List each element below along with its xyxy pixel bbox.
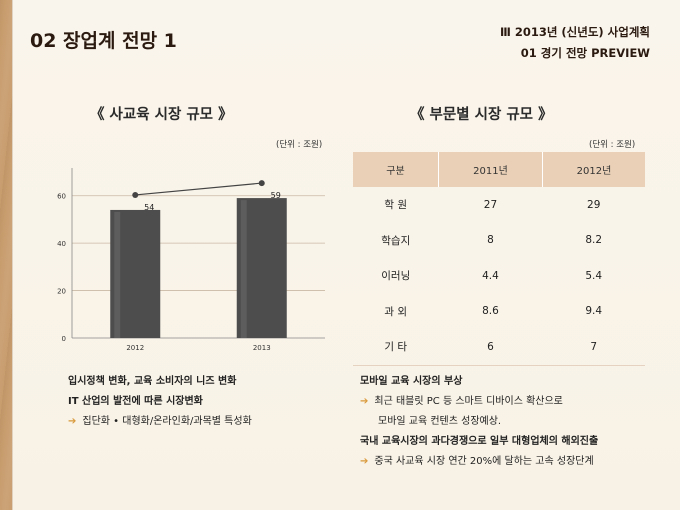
table-header-cell: 2011년: [438, 152, 543, 187]
table-cell: 과 외: [384, 305, 408, 318]
bar: [110, 209, 161, 338]
table-cell: 8.6: [482, 305, 499, 318]
table-cell: 학 원: [384, 199, 408, 212]
table-cell: 6: [438, 329, 543, 366]
bar-highlight: [114, 211, 121, 338]
note-arrow-line: ➔ 집단화 • 대형화/온라인화/과목별 특성화: [68, 412, 252, 432]
note-line: 입시정책 변화, 교육 소비자의 니즈 변화: [68, 376, 237, 387]
note-arrow-line: ➔ 최근 태블릿 PC 등 스마트 디바이스 확산으로: [360, 392, 598, 412]
table-cell: 9.4: [585, 305, 603, 318]
note-line: 모바일 교육 컨텐츠 성장예상.: [378, 416, 502, 427]
data-label: 54: [144, 203, 154, 212]
table-cell: 8: [487, 234, 494, 247]
left-notes: 입시정책 변화, 교육 소비자의 니즈 변화 IT 산업의 발전에 따른 시장변…: [68, 372, 252, 432]
data-label: 59: [271, 191, 281, 200]
table-header-cell: 2012년: [542, 152, 645, 187]
arrow-icon: ➔: [360, 456, 369, 467]
table-cell: 5.4: [585, 269, 603, 282]
note-line: IT 산업의 발전에 따른 시장변화: [68, 396, 203, 407]
section-heading: Ⅲ 2013년 (신년도) 사업계획: [499, 25, 650, 39]
table-header-cell: 구분: [353, 152, 440, 187]
table-row: 기 타 6 7: [353, 329, 645, 366]
right-unit-label: (단위 : 조원): [589, 140, 636, 150]
trend-line: [135, 182, 262, 196]
x-tick-label: 2012: [126, 344, 144, 352]
left-unit-label: (단위 : 조원): [276, 140, 323, 150]
right-notes: 모바일 교육 시장의 부상 ➔ 최근 태블릿 PC 등 스마트 디바이스 확산으로…: [360, 372, 598, 472]
table-row: 과 외 8.6 9.4: [353, 294, 645, 330]
page-title: 02 장업계 전망 1: [30, 30, 177, 52]
note-line: 국내 교육시장의 과다경쟁으로 일부 대형업체의 해외진출: [360, 436, 599, 447]
note-text: 집단화 • 대형화/온라인화/과목별 특성화: [82, 416, 252, 427]
table-cell: 4.4: [482, 269, 499, 282]
table-row: 학 원 27 29: [353, 187, 645, 223]
header-right: Ⅲ 2013년 (신년도) 사업계획 01 경기 전망 PREVIEW: [500, 22, 650, 64]
note-line: 모바일 교육 시장의 부상: [360, 376, 463, 387]
bar-highlight: [240, 200, 247, 338]
y-tick-label: 60: [57, 193, 66, 201]
market-size-chart: 0 20 40 60 2012 2013 54 59: [57, 168, 325, 352]
note-text: 중국 사교육 시장 연간 20%에 달하는 고속 성장단계: [374, 456, 594, 467]
table-cell: 27: [483, 198, 498, 211]
x-tick-label: 2013: [253, 344, 271, 352]
bar: [236, 198, 287, 338]
y-tick-label: 20: [57, 288, 66, 296]
left-section-title: 《 사교육 시장 규모 》: [90, 107, 233, 123]
trend-point: [258, 180, 265, 187]
note-arrow-line: ➔ 중국 사교육 시장 연간 20%에 달하는 고속 성장단계: [360, 452, 598, 472]
segment-table: 구분 2011년 2012년 학 원 27 29 학습지 8 8.2 이러닝 4…: [353, 152, 645, 366]
table-cell: 29: [587, 198, 601, 211]
y-tick-label: 0: [62, 335, 66, 343]
arrow-icon: ➔: [360, 396, 369, 407]
table-row: 이러닝 4.4 5.4: [353, 258, 645, 294]
table-row: 학습지 8 8.2: [353, 223, 645, 259]
table-cell: 기 타: [353, 329, 439, 366]
arrow-icon: ➔: [68, 416, 77, 427]
subsection-heading: 01 경기 전망 PREVIEW: [520, 46, 650, 60]
table-cell: 이러닝: [381, 270, 411, 283]
y-tick-label: 40: [57, 240, 66, 248]
table-cell: 8.2: [585, 234, 603, 247]
table-cell: 학습지: [381, 234, 411, 247]
table-cell: 7: [542, 329, 645, 366]
note-text: 최근 태블릿 PC 등 스마트 디바이스 확산으로: [374, 396, 563, 407]
right-section-title: 《 부문별 시장 규모 》: [410, 107, 553, 123]
trend-point: [132, 191, 139, 198]
table-header-row: 구분 2011년 2012년: [353, 152, 645, 187]
